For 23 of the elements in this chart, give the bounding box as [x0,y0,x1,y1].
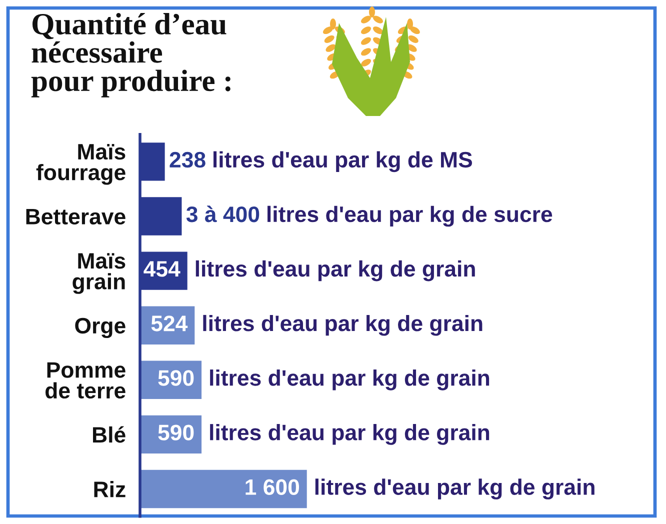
annotation: litres d'eau par kg de MS [214,151,472,172]
y-tick-label: Maïs fourrage [36,144,126,185]
bar [140,470,307,508]
y-tick-label: Pomme de terre [46,362,126,399]
data-label: 590 [158,370,194,386]
annotation: litres d'eau par kg de grain [210,424,490,445]
data-label: 524 [151,316,188,332]
y-tick-label: Blé [93,426,126,443]
annotation: litres d'eau par kg de grain [210,370,490,390]
annotation: litres d'eau par kg de grain [203,314,482,336]
data-label: 3 à 400 [186,206,260,222]
y-tick-label: Riz [94,480,126,498]
data-label: 454 [144,261,180,277]
y-tick-label: Maïs grain [72,253,126,294]
y-tick-label: Orge [75,318,126,338]
data-label: 590 [158,424,194,440]
chart-title: Quantité d’eau nécessaire pour produire : [31,12,230,98]
data-label: 238 [170,152,206,168]
y-tick-label: Betterave [26,209,126,225]
annotation: litres d'eau par kg de grain [196,260,475,282]
data-label: 1 600 [246,479,300,495]
annotation: litres d'eau par kg de sucre [268,206,552,227]
text: litres d'eau par kg de grain [315,478,594,500]
